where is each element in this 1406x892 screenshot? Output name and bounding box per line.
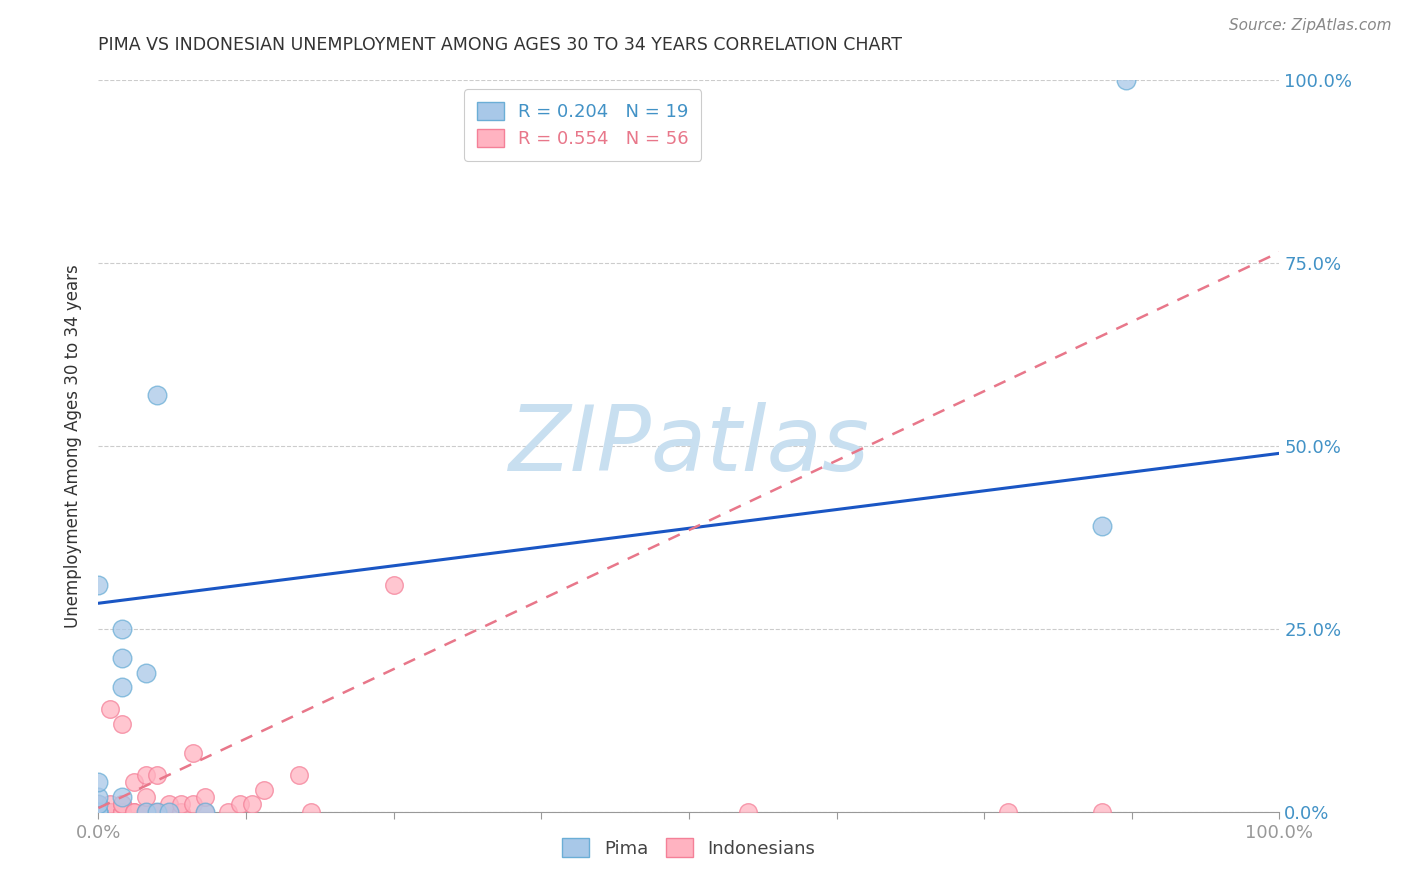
Point	[87, 805, 110, 819]
Point	[1115, 73, 1137, 87]
Text: Source: ZipAtlas.com: Source: ZipAtlas.com	[1229, 18, 1392, 33]
Point	[997, 805, 1019, 819]
Point	[194, 805, 217, 819]
Point	[87, 805, 110, 819]
Point	[87, 805, 110, 819]
Point	[98, 797, 121, 812]
Point	[111, 681, 134, 695]
Point	[122, 805, 145, 819]
Point	[111, 622, 134, 636]
Point	[111, 805, 134, 819]
Point	[87, 805, 110, 819]
Point	[382, 578, 405, 592]
Point	[87, 805, 110, 819]
Point	[157, 805, 180, 819]
Point	[111, 805, 134, 819]
Text: ZIPatlas: ZIPatlas	[509, 402, 869, 490]
Point	[170, 797, 193, 812]
Point	[157, 805, 180, 819]
Point	[1091, 805, 1114, 819]
Point	[87, 805, 110, 819]
Point	[87, 805, 110, 819]
Point	[87, 797, 110, 812]
Point	[194, 805, 217, 819]
Point	[135, 768, 157, 782]
Point	[87, 805, 110, 819]
Point	[135, 805, 157, 819]
Point	[111, 651, 134, 665]
Point	[122, 805, 145, 819]
Point	[146, 768, 169, 782]
Point	[170, 805, 193, 819]
Point	[181, 797, 204, 812]
Point	[98, 702, 121, 716]
Point	[181, 746, 204, 760]
Point	[217, 805, 239, 819]
Point	[122, 775, 145, 789]
Point	[87, 805, 110, 819]
Point	[87, 775, 110, 789]
Point	[98, 805, 121, 819]
Point	[111, 805, 134, 819]
Point	[146, 388, 169, 402]
Point	[194, 790, 217, 805]
Point	[111, 790, 134, 805]
Point	[157, 797, 180, 812]
Legend: Pima, Indonesians: Pima, Indonesians	[551, 828, 827, 869]
Point	[135, 805, 157, 819]
Point	[111, 717, 134, 731]
Point	[135, 805, 157, 819]
Point	[98, 805, 121, 819]
Y-axis label: Unemployment Among Ages 30 to 34 years: Unemployment Among Ages 30 to 34 years	[65, 264, 83, 628]
Point	[229, 797, 252, 812]
Point	[87, 805, 110, 819]
Point	[299, 805, 322, 819]
Point	[253, 782, 276, 797]
Point	[240, 797, 263, 812]
Text: PIMA VS INDONESIAN UNEMPLOYMENT AMONG AGES 30 TO 34 YEARS CORRELATION CHART: PIMA VS INDONESIAN UNEMPLOYMENT AMONG AG…	[98, 36, 903, 54]
Point	[135, 805, 157, 819]
Point	[87, 578, 110, 592]
Point	[111, 797, 134, 812]
Point	[87, 797, 110, 812]
Point	[157, 805, 180, 819]
Point	[146, 805, 169, 819]
Point	[87, 790, 110, 805]
Point	[87, 805, 110, 819]
Point	[135, 665, 157, 680]
Point	[135, 790, 157, 805]
Point	[146, 805, 169, 819]
Point	[288, 768, 311, 782]
Point	[87, 805, 110, 819]
Point	[87, 805, 110, 819]
Point	[98, 805, 121, 819]
Point	[87, 805, 110, 819]
Point	[87, 805, 110, 819]
Point	[87, 805, 110, 819]
Point	[1091, 519, 1114, 533]
Point	[111, 797, 134, 812]
Point	[87, 805, 110, 819]
Point	[146, 805, 169, 819]
Point	[737, 805, 759, 819]
